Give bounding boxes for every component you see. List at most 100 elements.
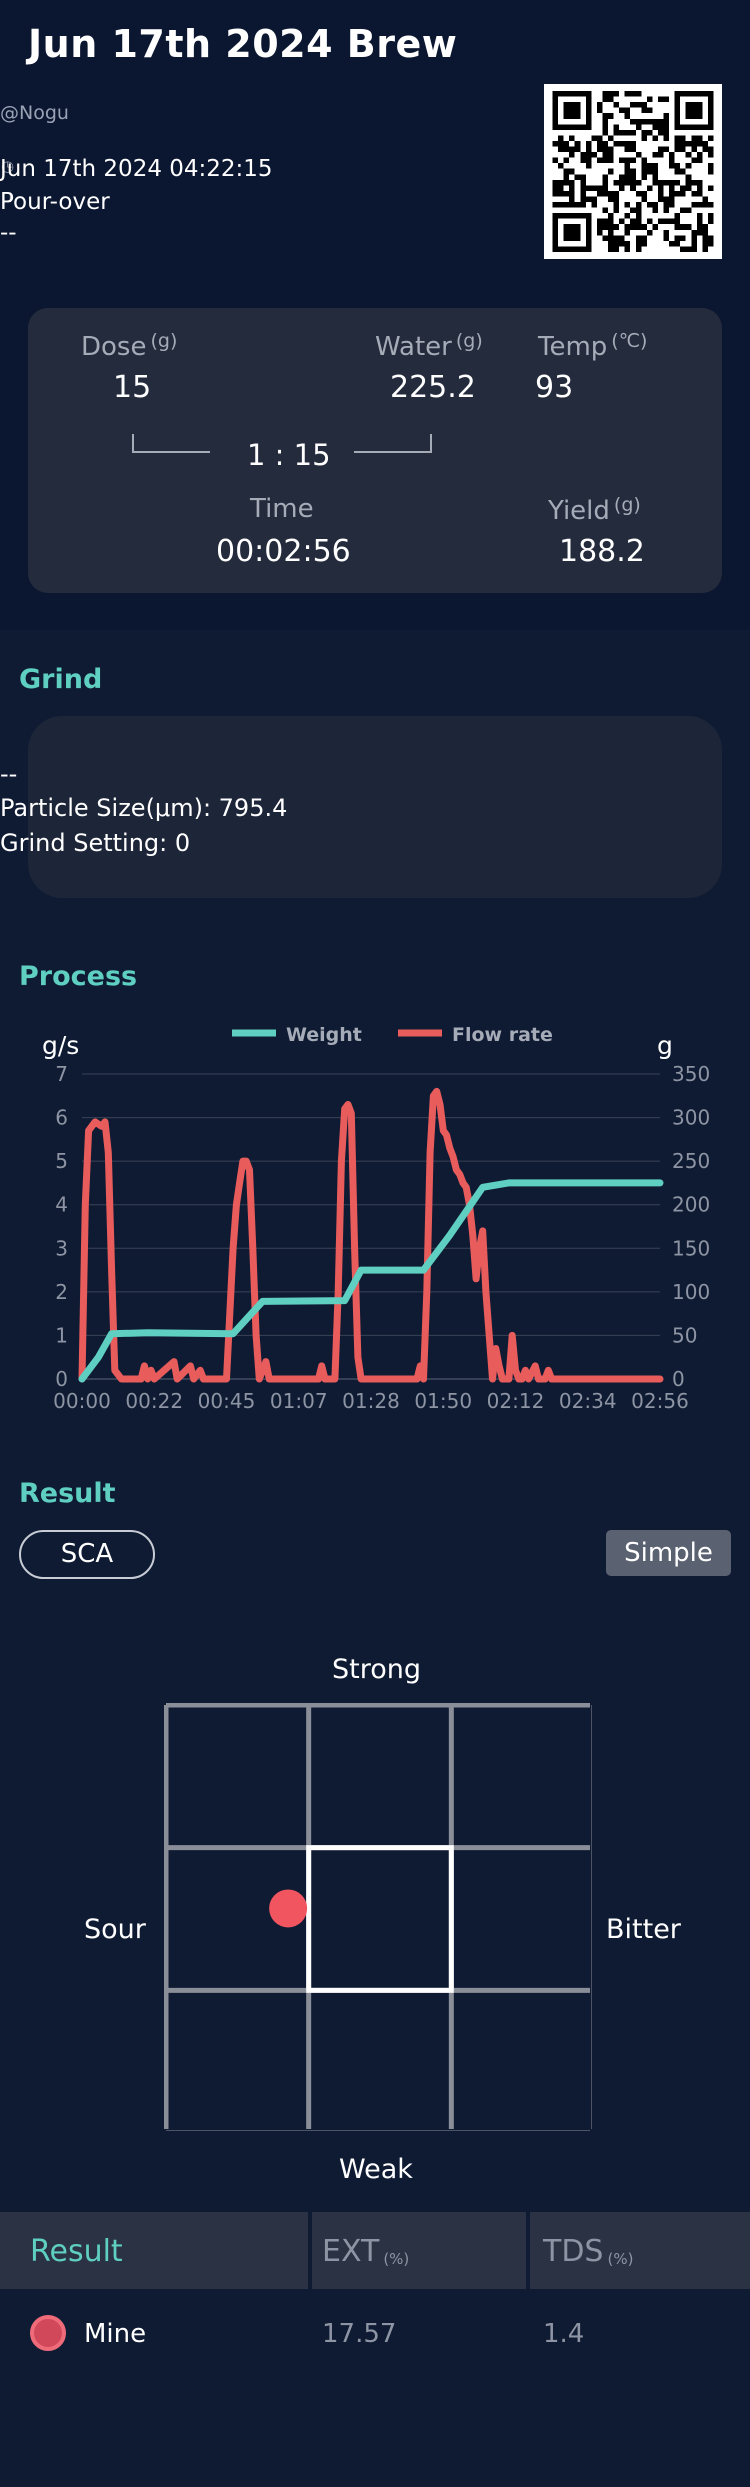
qr-module: [580, 190, 586, 197]
qr-module: [596, 140, 603, 147]
row-name: Mine: [84, 2319, 147, 2349]
qr-module: [591, 185, 597, 191]
water-label: Water (g): [375, 330, 483, 362]
qr-module: [652, 168, 658, 175]
qr-module: [674, 224, 681, 230]
qr-module: [552, 185, 559, 191]
qr-module: [685, 179, 692, 186]
qr-module: [624, 140, 631, 147]
qr-module: [691, 146, 697, 153]
qr-module: [624, 179, 631, 186]
left-tick-label: 1: [55, 1323, 68, 1347]
qr-module: [657, 185, 664, 191]
dose-value: 15: [113, 370, 152, 405]
qr-module: [613, 224, 620, 230]
qr-module: [691, 246, 697, 252]
qr-module: [641, 224, 647, 230]
qr-module: [608, 190, 614, 197]
qr-module: [552, 157, 559, 164]
qr-module: [602, 224, 609, 230]
qr-module: [702, 146, 708, 153]
qr-module: [624, 240, 631, 247]
qr-module: [580, 157, 586, 164]
qr-module: [596, 190, 603, 197]
qr-module: [657, 179, 664, 186]
qr-module: [696, 152, 703, 158]
qr-module: [552, 179, 559, 186]
qr-module: [591, 196, 597, 203]
qr-module: [635, 224, 642, 230]
bitter-label: Bitter: [606, 1914, 681, 1945]
qr-module: [630, 174, 636, 180]
qr-module: [563, 174, 570, 180]
ratio-value: 1 : 15: [247, 438, 331, 472]
simple-button[interactable]: Simple: [606, 1530, 731, 1576]
ratio-bracket-left: [132, 434, 210, 453]
qr-code-icon[interactable]: [544, 84, 722, 259]
qr-module: [696, 190, 703, 197]
qr-module: [630, 91, 636, 97]
qr-module: [696, 224, 703, 230]
x-tick-label: 01:28: [342, 1389, 400, 1413]
qr-module: [580, 179, 586, 186]
qr-module: [641, 118, 647, 125]
qr-module: [558, 135, 564, 141]
qr-module: [691, 202, 697, 208]
qr-module: [674, 240, 681, 247]
qr-module: [646, 129, 653, 136]
qr-module: [563, 140, 570, 147]
qr-module: [635, 202, 642, 208]
qr-module: [558, 185, 564, 191]
taste-grid[interactable]: [164, 1703, 592, 2131]
grind-card: [28, 716, 722, 898]
qr-module: [596, 107, 603, 114]
qr-module: [641, 174, 647, 180]
qr-module: [574, 146, 581, 153]
qr-module: [646, 163, 653, 169]
qr-module: [657, 118, 664, 125]
y-left-axis-title: g/s: [42, 1031, 79, 1060]
qr-module: [674, 235, 681, 241]
yield-value: 188.2: [559, 534, 645, 569]
qr-module: [635, 152, 642, 158]
qr-module: [635, 102, 642, 108]
sour-label: Sour: [84, 1914, 146, 1945]
qr-module: [602, 157, 609, 164]
qr-module: [691, 140, 697, 147]
qr-module: [569, 168, 575, 175]
qr-module: [657, 96, 664, 103]
right-tick-label: 50: [672, 1323, 697, 1347]
qr-module: [602, 96, 609, 103]
qr-module: [624, 91, 631, 97]
table-header-result: Result: [0, 2212, 308, 2289]
qr-module: [663, 129, 670, 136]
qr-module: [657, 124, 664, 130]
qr-module: [663, 218, 670, 225]
qr-module: [635, 190, 642, 197]
sca-button[interactable]: SCA: [19, 1530, 155, 1579]
qr-module: [602, 91, 609, 97]
qr-module: [663, 124, 670, 130]
particle-size: Particle Size(μm): 795.4: [0, 794, 288, 822]
ratio-bracket-right: [354, 434, 432, 453]
qr-module: [635, 218, 642, 225]
qr-module: [630, 168, 636, 175]
qr-module: [563, 179, 570, 186]
qr-module: [569, 152, 575, 158]
qr-module: [608, 91, 614, 97]
qr-module: [674, 146, 681, 153]
yield-label: Yield (g): [548, 494, 641, 526]
qr-module: [619, 140, 625, 147]
qr-module: [563, 157, 570, 164]
qr-module: [635, 240, 642, 247]
qr-module: [596, 157, 603, 164]
qr-module: [685, 174, 692, 180]
qr-module: [624, 146, 631, 153]
x-tick-label: 00:45: [198, 1389, 256, 1413]
qr-finder: [563, 224, 581, 241]
qr-module: [652, 179, 658, 186]
username: @Nogu: [0, 102, 69, 124]
qr-module: [602, 129, 609, 136]
qr-module: [563, 146, 570, 153]
page-title: Jun 17th 2024 Brew: [28, 22, 458, 66]
